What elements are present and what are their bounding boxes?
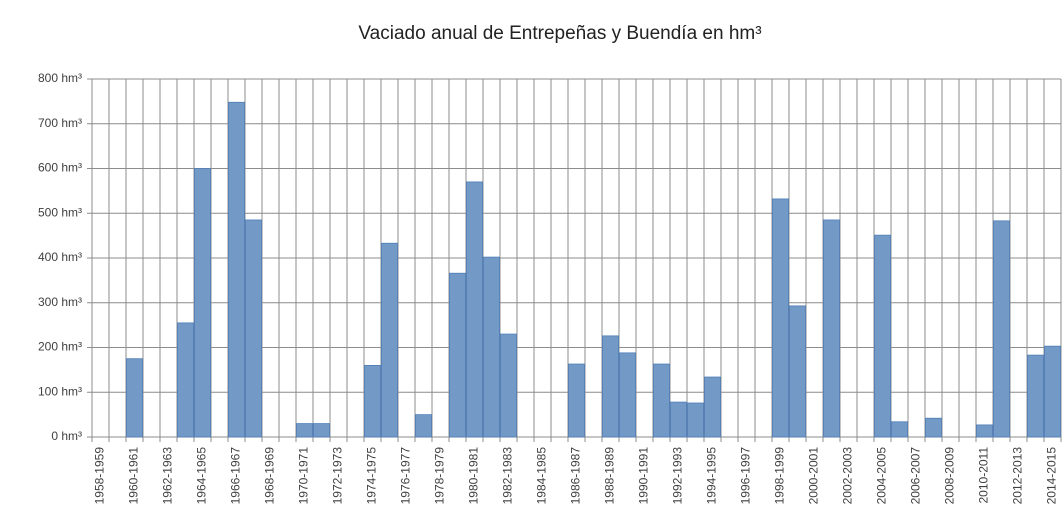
x-tick-label: 1962-1963 <box>161 447 175 505</box>
bar <box>1044 345 1061 438</box>
x-tick-label: 2008-2009 <box>943 447 957 505</box>
x-tick-label: 1992-1993 <box>671 447 685 505</box>
x-tick-label: 2012-2013 <box>1011 447 1025 505</box>
x-tick-label: 1980-1981 <box>467 447 481 505</box>
bar <box>126 358 143 438</box>
bar <box>670 401 687 438</box>
bar <box>313 423 330 438</box>
bar <box>296 423 313 438</box>
x-tick-label: 2000-2001 <box>807 447 821 505</box>
bar <box>415 414 432 438</box>
bar <box>466 181 483 438</box>
bar <box>772 198 789 438</box>
bar <box>602 335 619 438</box>
x-tick-label: 1964-1965 <box>195 447 209 505</box>
x-tick-label: 1972-1973 <box>331 447 345 505</box>
x-tick-label: 1958-1959 <box>93 447 107 505</box>
x-tick-label: 1966-1967 <box>229 447 243 505</box>
y-tick-label: 700 hm³ <box>38 116 82 130</box>
bar <box>874 234 891 438</box>
x-tick-label: 2014-2015 <box>1045 447 1059 505</box>
x-tick-label: 1978-1979 <box>433 447 447 505</box>
bar <box>500 333 517 438</box>
bar <box>194 168 211 438</box>
bar <box>364 364 381 438</box>
bar <box>653 363 670 438</box>
bar <box>245 219 262 438</box>
bar <box>1027 354 1044 438</box>
chart-title: Vaciado anual de Entrepeñas y Buendía en… <box>358 23 761 44</box>
x-tick-label: 2010-2011 <box>977 447 991 504</box>
bar <box>925 417 942 438</box>
bar <box>449 272 466 438</box>
x-tick-label: 1984-1985 <box>535 447 549 505</box>
x-tick-label: 1986-1987 <box>569 447 583 505</box>
bar <box>568 363 585 438</box>
x-tick-label: 1970-1971 <box>297 447 311 505</box>
bar <box>704 376 721 438</box>
y-tick-label: 100 hm³ <box>38 384 82 398</box>
y-tick-label: 800 hm³ <box>38 71 82 85</box>
bar <box>619 352 636 438</box>
y-tick-label: 0 hm³ <box>51 429 82 443</box>
x-tick-label: 2002-2003 <box>841 447 855 505</box>
y-tick-label: 200 hm³ <box>38 340 82 354</box>
x-tick-label: 1982-1983 <box>501 447 515 505</box>
y-tick-label: 300 hm³ <box>38 295 82 309</box>
bar <box>228 101 245 438</box>
y-tick-label: 500 hm³ <box>38 205 82 219</box>
bar <box>823 219 840 438</box>
x-tick-label: 2006-2007 <box>909 447 923 505</box>
y-tick-label: 600 hm³ <box>38 161 82 175</box>
x-tick-label: 1968-1969 <box>263 447 277 505</box>
x-tick-label: 1988-1989 <box>603 447 617 505</box>
bar <box>891 421 908 438</box>
bar <box>993 220 1010 438</box>
x-tick-label: 1974-1975 <box>365 447 379 505</box>
bar <box>381 242 398 438</box>
bar <box>789 305 806 438</box>
x-tick-label: 1996-1997 <box>739 447 753 505</box>
x-tick-label: 1990-1991 <box>637 447 651 505</box>
bar <box>177 322 194 438</box>
x-tick-label: 2004-2005 <box>875 447 889 505</box>
y-tick-label: 400 hm³ <box>38 250 82 264</box>
bar <box>483 256 500 438</box>
x-tick-label: 1960-1961 <box>127 447 141 505</box>
x-tick-label: 1994-1995 <box>705 447 719 505</box>
bar <box>976 424 993 438</box>
bar <box>687 402 704 438</box>
x-tick-label: 1998-1999 <box>773 447 787 505</box>
x-tick-label: 1976-1977 <box>399 447 413 505</box>
